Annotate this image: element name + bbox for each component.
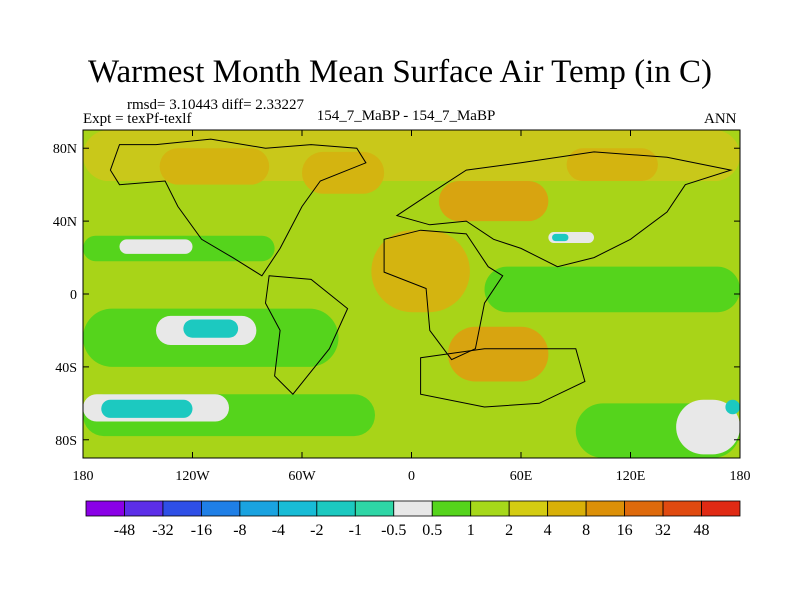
colorbar-swatch xyxy=(277,500,318,517)
field-region xyxy=(183,319,239,338)
field-region xyxy=(101,399,193,418)
field-region xyxy=(119,239,193,254)
y-tick-label: 0 xyxy=(70,288,77,303)
x-tick-label: 60W xyxy=(288,469,316,484)
colorbar-label: -32 xyxy=(152,522,173,539)
experiment-label: Expt = texPf-texlf xyxy=(83,111,192,127)
coastline xyxy=(395,151,733,268)
colorbar-swatch xyxy=(431,500,472,517)
colorbar-swatch xyxy=(470,500,510,517)
colorbar-label: 2 xyxy=(505,522,513,539)
colorbar-swatch xyxy=(662,500,702,517)
colorbar-label: 16 xyxy=(617,522,633,539)
y-tick-label: 80S xyxy=(55,434,77,449)
x-tick-label: 180 xyxy=(730,469,751,484)
x-tick-label: 0 xyxy=(408,469,415,484)
colorbar-swatch xyxy=(701,500,741,517)
coastline xyxy=(264,275,349,395)
y-tick-label: 40N xyxy=(53,215,77,230)
colorbar-swatch xyxy=(201,500,241,517)
coastline xyxy=(383,229,504,361)
stats-label: rmsd= 3.10443 diff= 2.33227 xyxy=(127,97,305,113)
chart-title: Warmest Month Mean Surface Air Temp (in … xyxy=(87,54,713,90)
center-label: 154_7_MaBP - 154_7_MaBP xyxy=(316,108,496,124)
colorbar-label: 4 xyxy=(544,522,552,539)
colorbar-swatch xyxy=(124,500,164,517)
field-region xyxy=(676,399,740,455)
colorbar-label: -2 xyxy=(310,522,323,539)
colorbar-swatch xyxy=(162,500,202,517)
colorbar-label: -0.5 xyxy=(381,522,406,539)
colorbar-label: -1 xyxy=(349,522,362,539)
field-region xyxy=(484,266,740,313)
colorbar: -48 -32 -16 -8 -4 -2 -1 -0.5 0.5 1 2 4 8 16 32 48 xyxy=(85,500,741,539)
colorbar-swatch xyxy=(316,500,356,517)
colorbar-label: 1 xyxy=(467,522,475,539)
x-axis: 180 120W 60W 0 60E 120E 180 xyxy=(73,130,751,484)
colorbar-swatch xyxy=(239,500,279,517)
colorbar-swatch xyxy=(508,500,549,517)
field-region xyxy=(438,181,549,222)
x-tick-label: 120E xyxy=(616,469,646,484)
coastlines xyxy=(109,138,733,408)
colorbar-label: -48 xyxy=(114,522,135,539)
colorbar-swatch xyxy=(585,500,625,517)
colorbar-swatch xyxy=(547,500,587,517)
field-region xyxy=(566,148,658,182)
colorbar-label: -16 xyxy=(191,522,212,539)
colorbar-label: 48 xyxy=(694,522,710,539)
colorbar-swatch xyxy=(624,500,664,517)
temperature-field xyxy=(83,130,740,458)
colorbar-swatch xyxy=(393,500,433,517)
field-region xyxy=(371,230,470,313)
field-region xyxy=(159,148,270,185)
field-region xyxy=(725,399,740,415)
x-tick-label: 120W xyxy=(175,469,210,484)
colorbar-label: -4 xyxy=(272,522,285,539)
x-tick-label: 180 xyxy=(73,469,94,484)
colorbar-label: 32 xyxy=(655,522,671,539)
colorbar-swatch xyxy=(354,500,395,517)
colorbar-label: 0.5 xyxy=(422,522,442,539)
y-tick-label: 40S xyxy=(55,361,77,376)
field-region xyxy=(552,233,569,242)
field-region xyxy=(302,151,385,194)
colorbar-label: 8 xyxy=(582,522,590,539)
colorbar-swatch xyxy=(85,500,125,517)
colorbar-label: -8 xyxy=(233,522,246,539)
coastline xyxy=(420,348,586,408)
y-axis: 80N 40N 0 40S 80S xyxy=(53,142,740,449)
x-tick-label: 60E xyxy=(510,469,533,484)
season-label: ANN xyxy=(704,111,737,127)
coastline xyxy=(109,138,367,277)
field-region xyxy=(448,326,549,382)
y-tick-label: 80N xyxy=(53,142,77,157)
